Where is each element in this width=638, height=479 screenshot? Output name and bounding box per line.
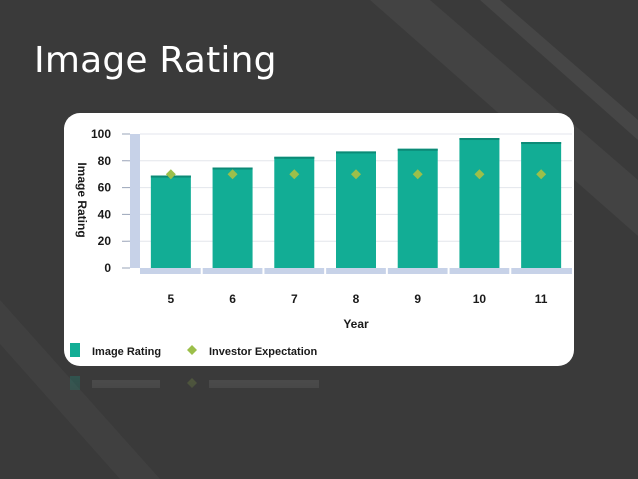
y-tick-label: 40 [98,207,112,221]
expectation-marker-9 [412,169,423,180]
expectation-marker-10 [474,169,485,180]
x-tick-label: 9 [414,292,421,306]
x-axis-label: Year [343,317,369,331]
y-tick-label: 20 [98,234,112,248]
bar-10 [459,138,500,268]
y-tick-labels: 0 20 40 60 80 100 [91,127,111,275]
x-tick-label: 7 [291,292,298,306]
legend-label-investor-expectation: Investor Expectation [209,346,317,358]
reflection-legend [70,376,319,390]
expectation-marker-8 [351,169,361,180]
expectation-marker-5 [165,169,176,180]
bar-top-edge [397,148,438,151]
bars-layer [150,138,562,274]
bar-11 [521,142,562,268]
y-tick-label: 60 [98,181,112,195]
bar-8 [336,151,376,268]
x-tick-labels: 5 6 7 8 9 10 11 [168,292,548,306]
bar-top-edge [336,151,376,154]
expectation-marker-6 [227,169,238,180]
chart-card: 0 20 40 60 80 100 5 6 7 8 9 10 11 Image Rating Year… [64,113,574,366]
markers-layer [165,169,547,180]
slide-title: Image Rating [34,40,277,81]
y-tick-label: 100 [91,127,111,141]
x-axis-band [140,268,572,274]
y-tick-label: 80 [98,154,112,168]
legend-label-image-rating: Image Rating [92,346,161,358]
y-axis-label: Image Rating [75,162,89,237]
expectation-marker-7 [289,169,300,180]
legend: Image Rating Investor Expectation [70,343,317,358]
x-tick-label: 6 [229,292,236,306]
bar-top-edge [274,156,315,159]
bar-6 [212,167,253,268]
x-tick-label: 5 [168,292,175,306]
bar-top-edge [521,142,562,145]
legend-swatch-image-rating [70,343,80,357]
x-tick-label: 10 [473,292,487,306]
bar-top-edge [212,167,253,170]
bar-9 [397,148,438,268]
chart-reflection [64,368,574,438]
bar-chart: 0 20 40 60 80 100 5 6 7 8 9 10 11 Image Rating Year… [70,127,572,358]
legend-marker-investor-expectation [187,345,197,355]
x-tick-label: 11 [535,292,548,306]
expectation-marker-11 [536,169,547,180]
y-axis-band [130,134,140,268]
bar-top-edge [459,138,500,141]
bar-5 [150,175,191,268]
x-tick-label: 8 [353,292,360,306]
y-tick-label: 0 [104,261,111,275]
